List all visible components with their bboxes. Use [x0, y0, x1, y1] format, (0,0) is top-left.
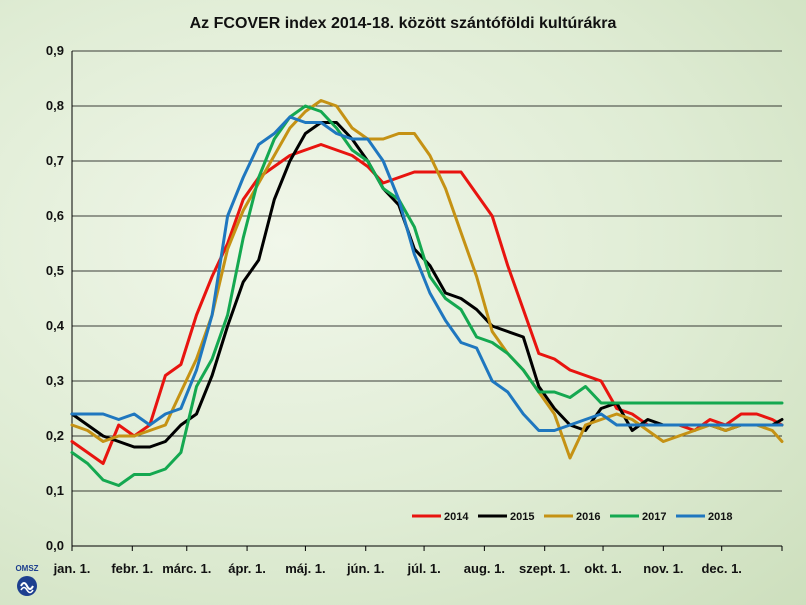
x-tick-label: nov. 1. — [643, 561, 683, 576]
axes: 0,0 0,1 0,2 0,3 0,4 0,5 0,6 0,7 0,8 0,9 jan. 1. feb… — [46, 43, 783, 576]
gridlines — [72, 50, 782, 547]
series-lines — [70, 99, 784, 487]
legend-label-2014: 2014 — [444, 511, 469, 523]
x-tick-label: okt. 1. — [584, 561, 622, 576]
y-tick-label: 0,4 — [46, 318, 65, 333]
x-tick-label: márc. 1. — [162, 561, 211, 576]
series-line-2016 — [70, 99, 784, 460]
y-tick-label: 0,8 — [46, 98, 64, 113]
legend-label-2018: 2018 — [708, 511, 732, 523]
x-tick-label: febr. 1. — [111, 561, 153, 576]
x-tick-label: ápr. 1. — [228, 561, 266, 576]
y-tick-label: 0,5 — [46, 263, 64, 278]
series-line-2014 — [70, 143, 784, 465]
omsz-logo-text: OMSZ — [15, 564, 38, 573]
x-tick-label: máj. 1. — [285, 561, 325, 576]
legend-label-2016: 2016 — [576, 511, 600, 523]
y-tick-label: 0,1 — [46, 483, 64, 498]
x-tick-label: szept. 1. — [519, 561, 570, 576]
x-tick-label: júl. 1. — [406, 561, 440, 576]
chart-title: Az FCOVER index 2014-18. között szántófö… — [190, 15, 617, 32]
x-tick-label: dec. 1. — [701, 561, 741, 576]
x-tick-label: jún. 1. — [346, 561, 385, 576]
y-tick-label: 0,6 — [46, 208, 64, 223]
x-tick-label: jan. 1. — [53, 561, 91, 576]
y-tick-label: 0,2 — [46, 428, 64, 443]
y-tick-label: 0,7 — [46, 153, 64, 168]
series-line-2017 — [70, 104, 784, 487]
y-tick-label: 0,0 — [46, 538, 64, 553]
series-line-2018 — [70, 115, 784, 432]
legend-label-2015: 2015 — [510, 511, 534, 523]
y-tick-label: 0,3 — [46, 373, 64, 388]
omsz-logo: OMSZ — [15, 564, 39, 596]
x-tick-label: aug. 1. — [464, 561, 505, 576]
legend-label-2017: 2017 — [642, 511, 666, 523]
y-tick-label: 0,9 — [46, 43, 64, 58]
legend: 2014 2015 2016 2017 2018 — [412, 511, 732, 523]
